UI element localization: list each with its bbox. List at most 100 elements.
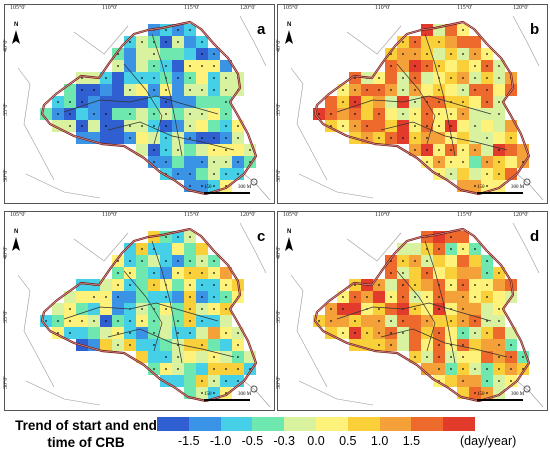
significance-dot	[81, 320, 83, 322]
grid-cell	[409, 267, 421, 279]
significance-dot	[213, 356, 215, 358]
region-outline-inner	[314, 228, 530, 402]
grid-cell	[208, 108, 220, 120]
grid-cell	[184, 36, 196, 48]
significance-dot	[366, 125, 368, 127]
legend-swatch	[347, 417, 380, 431]
legend-swatch	[379, 417, 412, 431]
grid-cell	[457, 267, 469, 279]
grid-cell	[457, 255, 469, 267]
significance-dot	[201, 308, 203, 310]
scale-label: 150	[204, 185, 212, 190]
significance-dot	[153, 149, 155, 151]
significance-dot	[141, 125, 143, 127]
significance-dot	[474, 332, 476, 334]
grid-cell	[184, 363, 196, 375]
significance-dot	[342, 296, 344, 298]
significance-dot	[201, 284, 203, 286]
significance-dot	[129, 284, 131, 286]
significance-dot	[189, 65, 191, 67]
significance-dot	[213, 368, 215, 370]
grid-cell	[433, 315, 445, 327]
significance-dot	[486, 368, 488, 370]
significance-dot	[366, 89, 368, 91]
north-label: N	[14, 229, 19, 235]
significance-dot	[237, 344, 239, 346]
significance-dot	[177, 368, 179, 370]
significance-dot	[498, 308, 500, 310]
internal-boundary	[63, 302, 219, 322]
grid-cell	[136, 279, 148, 291]
significance-dot	[153, 53, 155, 55]
significance-dot	[462, 53, 464, 55]
significance-dot	[225, 101, 227, 103]
significance-dot	[474, 125, 476, 127]
significance-dot	[486, 77, 488, 79]
grid-cell	[445, 375, 457, 387]
significance-dot	[378, 284, 380, 286]
significance-dot	[366, 332, 368, 334]
longitude-label: 115°0'	[457, 5, 473, 11]
significance-dot	[510, 356, 512, 358]
grid-cell	[421, 72, 433, 84]
grid-cell	[100, 327, 112, 339]
significance-dot	[354, 125, 356, 127]
grid-cell	[208, 96, 220, 108]
longitude-label: 120°0'	[513, 5, 529, 11]
grid-cell	[76, 108, 88, 120]
grid-cell	[397, 60, 409, 72]
significance-dot	[414, 356, 416, 358]
grid-cell	[208, 315, 220, 327]
grid-cell	[385, 279, 397, 291]
grid-cell	[409, 339, 421, 351]
grid-cell	[112, 303, 124, 315]
grid-cell	[325, 96, 337, 108]
grid-cell	[409, 327, 421, 339]
significance-dot	[153, 113, 155, 115]
significance-dot	[354, 113, 356, 115]
grid-cell	[184, 375, 196, 387]
significance-dot	[486, 161, 488, 163]
significance-dot	[237, 332, 239, 334]
significance-dot	[189, 320, 191, 322]
scale-label: 150	[477, 392, 485, 397]
significance-dot	[426, 272, 428, 274]
significance-dot	[213, 137, 215, 139]
scale-bar	[477, 399, 523, 401]
province-boundary-outside	[17, 274, 55, 388]
significance-dot	[498, 77, 500, 79]
significance-dot	[486, 185, 488, 187]
significance-dot	[498, 173, 500, 175]
significance-dot	[249, 149, 251, 151]
grid-cell	[493, 132, 505, 144]
scale-label: 300 M	[511, 185, 525, 190]
legend-tick-label: -0.5	[241, 434, 264, 448]
significance-dot	[213, 392, 215, 394]
significance-dot	[390, 296, 392, 298]
grid-cell	[373, 120, 385, 132]
grid-cell	[112, 72, 124, 84]
significance-dot	[426, 137, 428, 139]
latitude-label: 35°0'	[3, 103, 9, 116]
province-boundary-outside	[512, 222, 540, 274]
significance-dot	[426, 65, 428, 67]
significance-dot	[414, 260, 416, 262]
grid-cell	[124, 60, 136, 72]
grid-cell	[76, 327, 88, 339]
significance-dot	[486, 296, 488, 298]
significance-dot	[189, 296, 191, 298]
significance-dot	[129, 320, 131, 322]
scale-label: 300 M	[511, 392, 525, 397]
panel-label-c: c	[257, 228, 266, 245]
grid-cell	[136, 267, 148, 279]
internal-boundary	[336, 95, 492, 115]
grid-cell	[100, 339, 112, 351]
significance-dot	[189, 89, 191, 91]
grid-cell	[184, 351, 196, 363]
significance-dot	[486, 101, 488, 103]
significance-dot	[378, 320, 380, 322]
significance-dot	[462, 332, 464, 334]
grid-cell	[172, 375, 184, 387]
province-boundary-outside	[25, 173, 101, 199]
significance-dot	[402, 260, 404, 262]
